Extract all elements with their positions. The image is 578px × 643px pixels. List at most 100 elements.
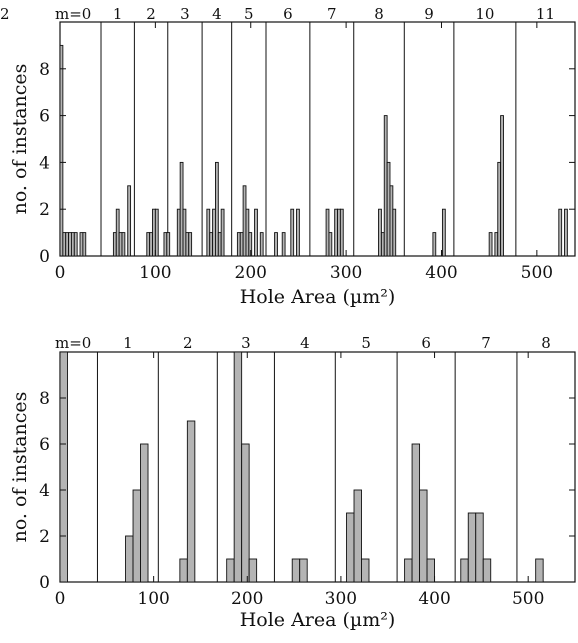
- x-tick-label: 400: [418, 589, 450, 609]
- y-tick-label: 2: [39, 527, 50, 547]
- cluster-m-label: 5: [361, 334, 371, 352]
- histogram-bar: [179, 558, 188, 583]
- cluster-m-label: 9: [424, 5, 434, 23]
- histogram-bar: [411, 443, 421, 583]
- histogram-bar: [361, 558, 370, 583]
- cluster-m-label: 3: [180, 5, 190, 23]
- x-tick-label: 200: [231, 589, 263, 609]
- cluster-m-label: 7: [327, 5, 337, 23]
- histogram-bar: [328, 232, 333, 257]
- y-tick-label: 4: [39, 481, 50, 501]
- histogram-bar: [558, 208, 563, 257]
- y-tick-label: 0: [39, 247, 50, 267]
- histogram-bar: [121, 232, 126, 257]
- cluster-m-label: 7: [481, 334, 491, 352]
- cluster-m-label: 11: [536, 5, 555, 23]
- histogram-bar: [259, 232, 264, 257]
- histogram-bar: [281, 232, 286, 257]
- histogram-bar: [346, 512, 355, 583]
- x-axis-title: Hole Area (µm²): [240, 609, 396, 631]
- histogram-bar: [441, 208, 446, 257]
- histogram-bar: [127, 185, 132, 257]
- x-tick-label: 200: [235, 263, 267, 283]
- histogram-bar: [500, 115, 504, 257]
- cluster-m-label: 2: [183, 334, 193, 352]
- cluster-m-label: 10: [475, 5, 494, 23]
- histogram-bar: [299, 558, 308, 583]
- y-tick-label: 8: [39, 60, 50, 80]
- x-tick-label: 500: [521, 263, 553, 283]
- cluster-m-label: 8: [374, 5, 384, 23]
- histogram-bar: [166, 232, 171, 257]
- cluster-m-label: m=0: [55, 334, 91, 352]
- histogram-bar: [186, 420, 196, 583]
- histogram-bar: [460, 558, 469, 583]
- x-tick-label: 100: [139, 263, 171, 283]
- histogram-bar: [353, 489, 362, 583]
- x-tick-label: 0: [55, 589, 66, 609]
- histogram-bar: [467, 512, 477, 583]
- histogram-bar: [426, 558, 435, 583]
- y-tick-label: 4: [39, 153, 50, 173]
- histogram-bar: [535, 558, 544, 583]
- histogram-bar: [241, 443, 250, 583]
- cluster-m-label: 6: [283, 5, 293, 23]
- cluster-m-label: 2: [146, 5, 156, 23]
- y-axis-title: no. of instances: [9, 392, 31, 543]
- histogram-bar: [419, 489, 428, 583]
- histogram-bar: [290, 208, 295, 257]
- cluster-m-label: 4: [212, 5, 222, 23]
- x-axis-title: Hole Area (µm²): [240, 286, 396, 308]
- y-tick-label: 2: [39, 200, 50, 220]
- histogram-bar: [125, 535, 134, 583]
- histogram-bar: [220, 208, 225, 257]
- histogram-bar: [188, 232, 193, 257]
- cluster-m-label: 3: [241, 334, 251, 352]
- y-tick-label: 6: [39, 435, 50, 455]
- histogram-bar: [404, 558, 413, 583]
- histogram-bar: [233, 351, 243, 583]
- histogram-bar: [274, 232, 278, 257]
- y-tick-label: 0: [39, 573, 50, 593]
- histogram-bar: [59, 351, 68, 583]
- histogram-bar: [140, 443, 149, 583]
- histogram-bar: [82, 232, 87, 257]
- histogram-bar: [432, 232, 437, 257]
- histogram-bar: [73, 232, 78, 257]
- cluster-m-label: 1: [113, 5, 123, 23]
- x-tick-label: 100: [137, 589, 169, 609]
- x-tick-label: 300: [325, 589, 357, 609]
- histogram-bar: [291, 558, 301, 583]
- y-axis-title: no. of instances: [9, 64, 31, 215]
- histogram-bar: [59, 44, 64, 257]
- x-tick-label: 300: [330, 263, 362, 283]
- cluster-m-label: 5: [244, 5, 254, 23]
- y-tick-label: 6: [39, 107, 50, 127]
- histogram-bar: [475, 512, 484, 583]
- histogram-bar: [339, 208, 344, 257]
- histogram-bar: [226, 558, 235, 583]
- cluster-m-label: 6: [421, 334, 431, 352]
- histogram-bar: [564, 208, 568, 257]
- histogram-bar: [392, 208, 397, 257]
- cluster-m-label: 8: [541, 334, 551, 352]
- top-histogram-panel: 0 100 200 300 400 500 0 2 4 6 8 Hole Area (µm²) no. …: [0, 5, 576, 308]
- histogram-bar: [254, 208, 258, 257]
- x-tick-label: 0: [55, 263, 66, 283]
- histogram-bar: [296, 208, 300, 257]
- histogram-bar: [488, 232, 493, 257]
- histogram-bar: [154, 208, 159, 257]
- y-tick-label: 8: [39, 389, 50, 409]
- bottom-histogram-panel: 0 100 200 300 400 500 0 2 4 6 8 Hole Area (µm²) no. …: [9, 334, 576, 631]
- cluster-m-label: 12: [0, 5, 10, 23]
- x-tick-label: 400: [425, 263, 457, 283]
- histogram-bar: [132, 489, 141, 583]
- histogram-bar: [248, 558, 258, 583]
- cluster-m-label: 4: [300, 334, 310, 352]
- cluster-m-label: 1: [123, 334, 133, 352]
- x-tick-label: 500: [512, 589, 544, 609]
- cluster-m-label: m=0: [55, 5, 91, 23]
- histogram-bar: [482, 558, 492, 583]
- histogram-bar: [215, 161, 219, 257]
